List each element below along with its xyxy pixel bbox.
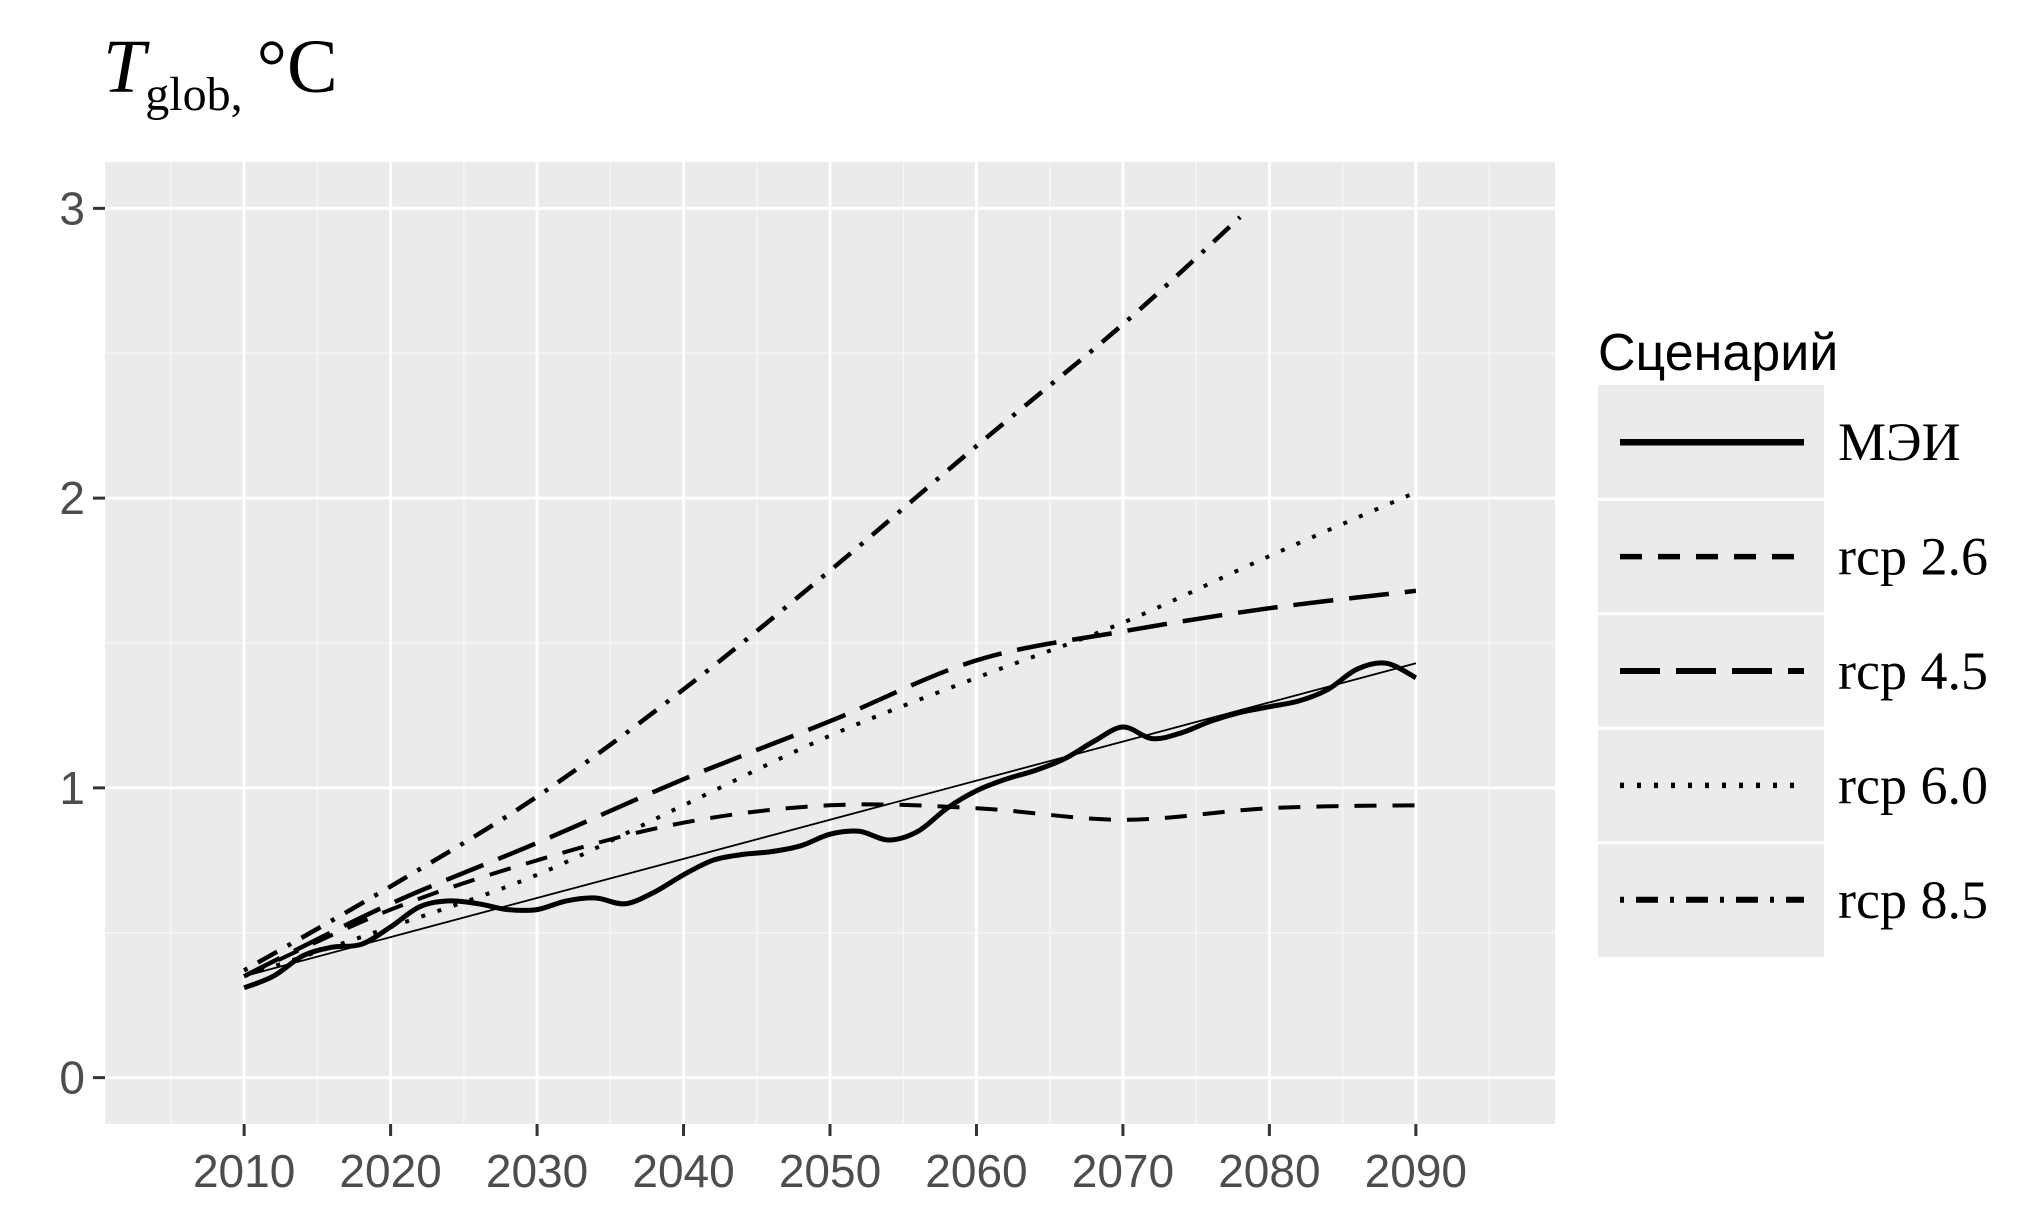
- x-tick-label: 2030: [486, 1145, 588, 1197]
- y-tick-label: 2: [59, 472, 85, 524]
- x-tick-label: 2050: [779, 1145, 881, 1197]
- x-tick-label: 2080: [1218, 1145, 1320, 1197]
- series-layer: [242, 215, 1418, 991]
- y-axis-label: Tglob, °C: [103, 25, 338, 121]
- legend: Сценарий МЭИ rcp 2.6 rcp 4.5 rcp 6.0 rcp 8.5: [1598, 324, 1988, 957]
- y-axis-label-unit: °C: [257, 25, 338, 109]
- y-axis-label-subscript: glob,: [145, 68, 242, 121]
- series-line-rcp-4-5: [243, 588, 1417, 979]
- legend-label: rcp 4.5: [1838, 641, 1988, 701]
- x-tick-label: 2020: [339, 1145, 441, 1197]
- series-line-мэи: [243, 660, 1418, 991]
- x-tick-label: 2090: [1365, 1145, 1467, 1197]
- y-tick-label: 3: [59, 182, 85, 234]
- legend-items: МЭИ rcp 2.6 rcp 4.5 rcp 6.0 rcp 8.5: [1598, 412, 1988, 930]
- legend-title: Сценарий: [1598, 324, 1838, 382]
- axes: 2010 2020 2030 2040 2050 2060 2070 2080 2090 0 1 2 3: [59, 182, 1467, 1197]
- x-tick-label: 2070: [1072, 1145, 1174, 1197]
- x-tick-label: 2060: [925, 1145, 1027, 1197]
- y-tick-label: 0: [59, 1052, 85, 1104]
- legend-label: rcp 6.0: [1838, 755, 1988, 815]
- series-line-rcp-2-6: [243, 802, 1416, 979]
- series-line-мэи-trend: [243, 662, 1417, 978]
- grid-major: [105, 162, 1555, 1124]
- y-tick-label: 1: [59, 762, 85, 814]
- x-tick-label: 2010: [193, 1145, 295, 1197]
- legend-label: МЭИ: [1838, 412, 1961, 472]
- legend-label: rcp 8.5: [1838, 870, 1988, 930]
- y-axis-label-symbol: T: [103, 25, 150, 109]
- legend-label: rcp 2.6: [1838, 527, 1988, 587]
- x-tick-label: 2040: [632, 1145, 734, 1197]
